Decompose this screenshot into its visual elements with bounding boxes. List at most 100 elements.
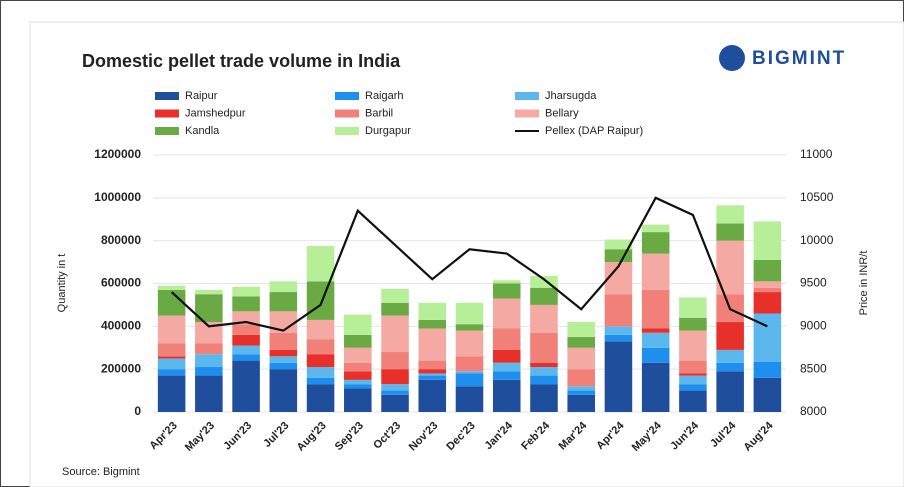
bar-segment bbox=[195, 354, 223, 368]
bar-segment bbox=[418, 302, 447, 320]
bar-segment bbox=[269, 332, 298, 350]
bar-segment bbox=[530, 367, 558, 376]
bar-segment bbox=[530, 287, 558, 305]
bar-segment bbox=[567, 369, 595, 387]
bar-segment bbox=[195, 322, 223, 344]
bar-segment bbox=[679, 373, 707, 376]
legend-label: Jharsugda bbox=[545, 90, 597, 102]
bar-segment bbox=[418, 375, 447, 380]
bar-segment bbox=[344, 334, 372, 348]
bar-segment bbox=[157, 315, 186, 344]
bar-segment bbox=[381, 315, 409, 353]
bar-segment bbox=[381, 390, 409, 395]
bar-segment bbox=[269, 281, 298, 293]
bar-segment bbox=[492, 379, 521, 412]
bar-segment bbox=[716, 205, 744, 224]
bar-segment bbox=[306, 354, 335, 368]
bar-segment bbox=[753, 221, 782, 260]
bar-segment bbox=[530, 362, 558, 368]
bar-segment bbox=[306, 384, 335, 412]
bar-segment bbox=[418, 373, 447, 376]
bar-segment bbox=[641, 253, 670, 290]
bar-segment bbox=[381, 394, 409, 412]
bar-segment bbox=[567, 394, 595, 412]
bar-segment bbox=[381, 302, 409, 316]
bar-segment bbox=[455, 356, 484, 372]
bar-segment bbox=[753, 281, 782, 288]
bar-segment bbox=[679, 317, 707, 331]
source: Source: Bigmint bbox=[62, 466, 140, 478]
bar-segment bbox=[567, 347, 595, 370]
bar-segment bbox=[306, 339, 335, 355]
bar-segment bbox=[455, 371, 484, 374]
legend-label: Barbil bbox=[365, 107, 393, 119]
legend-swatch bbox=[335, 127, 359, 135]
legend-label: Pellex (DAP Raipur) bbox=[545, 125, 643, 137]
bar-segment bbox=[418, 379, 447, 412]
bar-segment bbox=[753, 377, 782, 412]
bar-segment bbox=[753, 361, 782, 378]
y2-axis-label: Price in INR/t bbox=[858, 251, 870, 316]
bar-segment bbox=[195, 343, 223, 355]
y2-tick-label: 10500 bbox=[800, 190, 834, 204]
bar-segment bbox=[716, 371, 744, 412]
bar-segment bbox=[604, 249, 633, 263]
bar-segment bbox=[492, 328, 521, 350]
bar-segment bbox=[679, 360, 707, 374]
bar-segment bbox=[232, 324, 260, 335]
y-tick-label: 800000 bbox=[101, 233, 141, 247]
bar-segment bbox=[381, 352, 409, 370]
bar-segment bbox=[641, 362, 670, 412]
bar-segment bbox=[679, 375, 707, 385]
bar-segment bbox=[679, 390, 707, 412]
y-tick-label: 1000000 bbox=[94, 190, 141, 204]
bar-segment bbox=[492, 280, 521, 284]
bar-segment bbox=[306, 367, 335, 378]
bar-segment bbox=[455, 324, 484, 331]
bar-segment bbox=[157, 343, 186, 357]
legend-swatch bbox=[155, 92, 179, 100]
bar-segment bbox=[641, 224, 670, 233]
bar-segment bbox=[269, 356, 298, 363]
chart-title: Domestic pellet trade volume in India bbox=[82, 51, 401, 71]
bar-segment bbox=[232, 286, 260, 297]
bar-segment bbox=[530, 384, 558, 412]
bar-segment bbox=[679, 297, 707, 318]
legend-swatch bbox=[515, 109, 539, 118]
bar-segment bbox=[344, 388, 372, 412]
bar-segment bbox=[716, 362, 744, 372]
legend-label: Jamshedpur bbox=[185, 107, 246, 119]
bar-segment bbox=[306, 319, 335, 340]
y2-tick-label: 8500 bbox=[800, 361, 827, 375]
bar-segment bbox=[344, 384, 372, 389]
bar-segment bbox=[567, 322, 595, 338]
bar-segment bbox=[344, 379, 372, 385]
bar-segment bbox=[753, 259, 782, 282]
bar-segment bbox=[306, 281, 335, 320]
bar-segment bbox=[269, 349, 298, 357]
bar-segment bbox=[679, 330, 707, 361]
bar-segment bbox=[232, 360, 260, 412]
bar-segment bbox=[232, 296, 260, 312]
bar-segment bbox=[641, 347, 670, 363]
y-tick-label: 200000 bbox=[101, 361, 141, 375]
bar-segment bbox=[641, 328, 670, 333]
bar-segment bbox=[492, 283, 521, 299]
bar-segment bbox=[455, 302, 484, 325]
legend-label: Raipur bbox=[185, 90, 218, 102]
bar-segment bbox=[530, 304, 558, 333]
y-tick-label: 0 bbox=[134, 404, 141, 418]
legend-swatch bbox=[335, 109, 359, 118]
bar-segment bbox=[492, 371, 521, 380]
bar-segment bbox=[381, 384, 409, 391]
bar-segment bbox=[381, 369, 409, 385]
bar-segment bbox=[604, 334, 633, 342]
bar-segment bbox=[232, 345, 260, 355]
bar-segment bbox=[157, 358, 186, 370]
bar-segment bbox=[716, 322, 744, 350]
bar-segment bbox=[455, 386, 484, 412]
bar-segment bbox=[157, 375, 186, 412]
bar-segment bbox=[604, 341, 633, 412]
brand: BIGMINT bbox=[752, 48, 846, 69]
